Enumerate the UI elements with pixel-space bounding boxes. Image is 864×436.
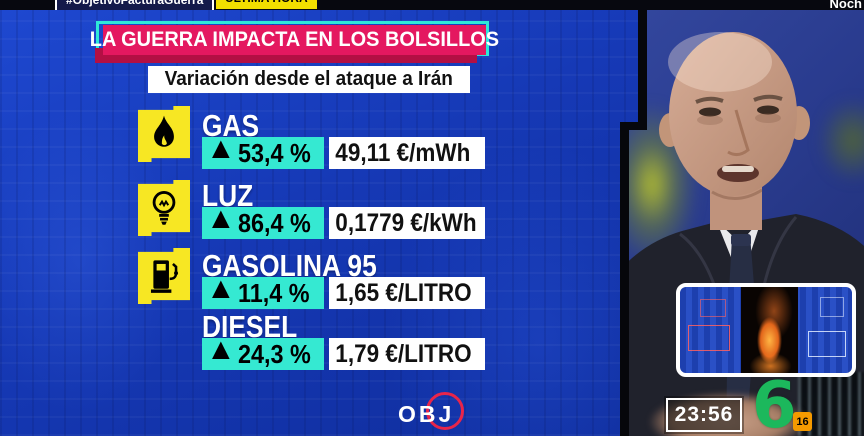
circuit-decoration — [700, 299, 726, 317]
price-value: 0,1779 €/kWh — [335, 208, 477, 237]
price-box: 1,65 €/LITRO — [329, 277, 485, 309]
price-value: 1,65 €/LITRO — [335, 278, 472, 307]
panel-divider — [638, 10, 647, 130]
price-box: 1,79 €/LITRO — [329, 338, 485, 370]
hashtag-badge: #ObjetivoFacturaGuerra — [55, 0, 215, 10]
price-value: 49,11 €/mWh — [335, 138, 471, 167]
change-box: ▲ 11,4 % — [202, 274, 324, 309]
fuel-pump-icon — [138, 248, 190, 304]
lasexta-channel-logo: 6 — [752, 369, 797, 436]
change-box: ▲ 53,4 % — [202, 134, 324, 169]
el-objetivo-logo: OBJ — [398, 392, 470, 434]
infographic-panel: LA GUERRA IMPACTA EN LOS BOLSILLOS Varia… — [0, 10, 638, 436]
flame-icon — [138, 106, 190, 162]
circuit-decoration — [688, 325, 730, 351]
broadcast-clock: 23:56 — [664, 396, 744, 434]
headline-text: LA GUERRA IMPACTA EN LOS BOLSILLOS — [89, 28, 500, 51]
price-value: 1,79 €/LITRO — [335, 339, 472, 368]
ticker-right-text: Noch — [829, 0, 863, 10]
top-ticker-bar: #ObjetivoFacturaGuerra ÚLTIMA HORA Noch — [0, 0, 864, 10]
change-box: ▲ 86,4 % — [202, 204, 324, 239]
obj-logo-text: OBJ — [398, 401, 455, 427]
change-value: 24,3 % — [237, 338, 311, 369]
subtitle-banner: Variación desde el ataque a Irán — [148, 66, 470, 93]
price-box: 0,1779 €/kWh — [329, 207, 485, 239]
age-rating-badge: 16 — [793, 412, 812, 431]
subtitle-text: Variación desde el ataque a Irán — [164, 68, 454, 90]
obj-logo-circle — [426, 392, 464, 430]
change-value: 53,4 % — [237, 137, 311, 168]
change-value: 11,4 % — [237, 277, 310, 308]
price-box: 49,11 €/mWh — [329, 137, 485, 169]
change-value: 86,4 % — [237, 207, 311, 238]
circuit-decoration — [820, 297, 844, 317]
circuit-decoration — [808, 331, 846, 357]
change-box: ▲ 24,3 % — [202, 335, 324, 370]
bulb-icon — [138, 180, 190, 236]
panel-divider — [620, 121, 629, 436]
headline-banner: LA GUERRA IMPACTA EN LOS BOLSILLOS — [90, 25, 499, 55]
fire-footage — [741, 287, 798, 373]
news-video-inset — [676, 283, 856, 377]
panel-divider — [620, 121, 647, 130]
breaking-news-badge: ÚLTIMA HORA — [216, 0, 317, 9]
